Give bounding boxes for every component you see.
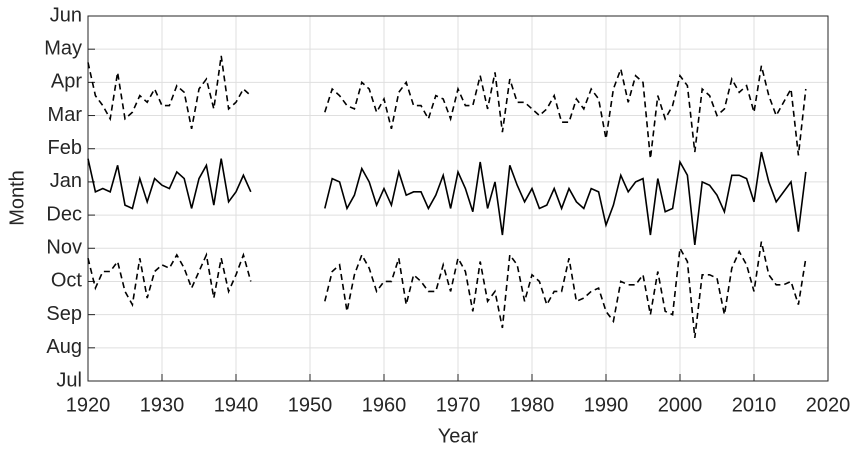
x-tick-label: 1970: [436, 394, 481, 416]
y-tick-label: Nov: [46, 237, 82, 259]
series-line: [87, 241, 807, 338]
x-tick-label: 2010: [732, 394, 777, 416]
series-line: [87, 55, 807, 159]
y-tick-label: Jul: [56, 369, 82, 391]
x-tick-label: 1950: [288, 394, 333, 416]
y-tick-label: Jan: [50, 170, 82, 192]
x-tick-label: 2000: [658, 394, 703, 416]
x-tick-label: 2020: [806, 394, 851, 416]
y-tick-label: Sep: [46, 303, 82, 325]
y-tick-label: Feb: [48, 137, 82, 159]
y-axis-label: Month: [6, 170, 28, 226]
y-tick-label: May: [44, 37, 82, 59]
y-tick-label: Apr: [51, 71, 82, 93]
x-tick-label: 1980: [510, 394, 555, 416]
y-tick-label: Oct: [51, 270, 83, 292]
plot-frame: [87, 15, 829, 382]
y-tick-label: Mar: [48, 104, 83, 126]
x-tick-label: 1960: [362, 394, 407, 416]
y-tick-label: Dec: [46, 203, 82, 225]
y-tick-label: Jun: [50, 4, 82, 26]
x-axis-label: Year: [438, 425, 479, 447]
x-tick-label: 1940: [214, 394, 259, 416]
x-tick-label: 1990: [584, 394, 629, 416]
x-tick-label: 1930: [140, 394, 185, 416]
x-tick-label: 1920: [66, 394, 111, 416]
series-line: [87, 151, 807, 246]
y-tick-label: Aug: [46, 336, 82, 358]
